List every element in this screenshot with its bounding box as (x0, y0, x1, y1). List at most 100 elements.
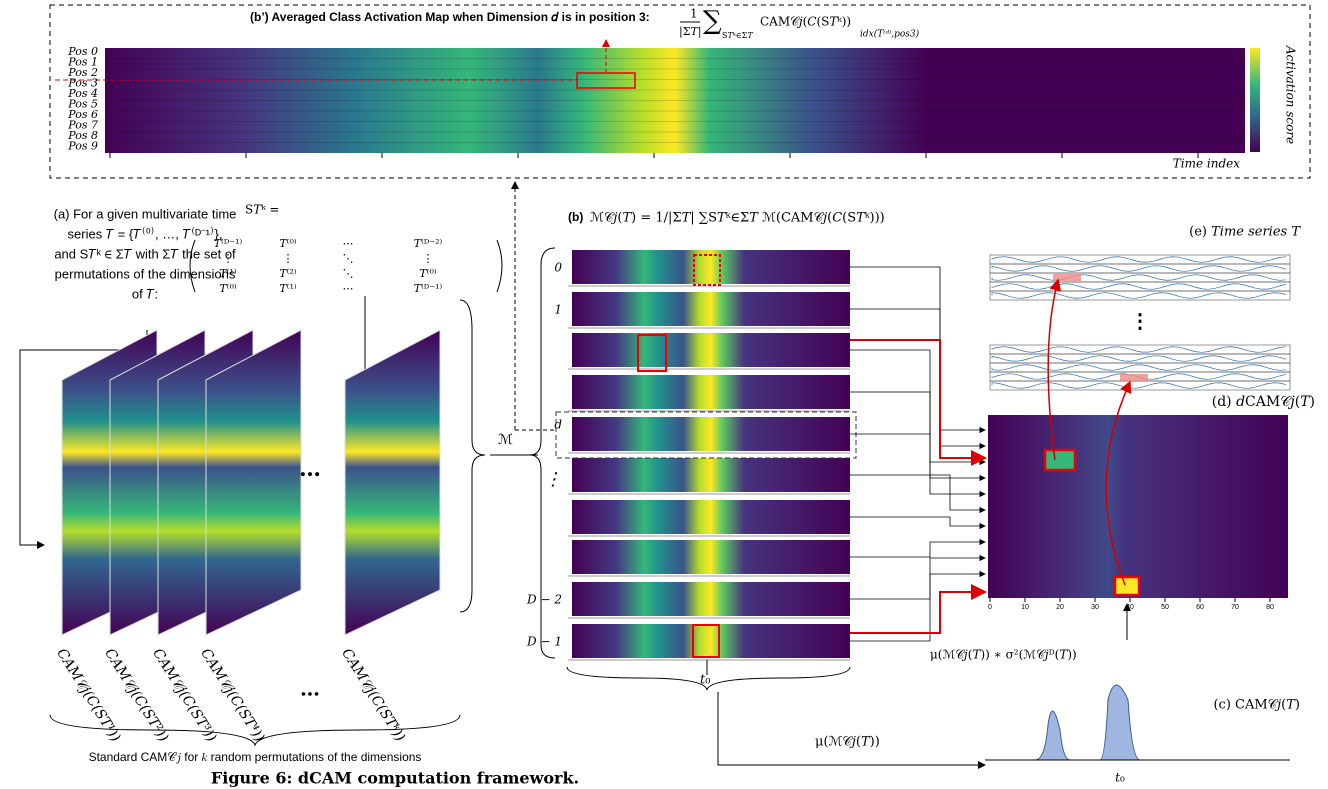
connector (850, 584, 987, 634)
matrix-bracket (189, 239, 503, 293)
formula: CAM𝒞𝑗(𝐶(S𝑇ᵏ)) (760, 15, 851, 29)
series-line (991, 283, 1287, 290)
connector (850, 433, 986, 498)
row-label: Pos 9 (67, 140, 98, 153)
description: (a) For a given multivariate time (54, 206, 237, 221)
connector (850, 570, 986, 642)
panel-title: (d) 𝑑CAM𝒞𝑗(𝑇) (1212, 394, 1315, 410)
x-tick-label: 50 (1161, 604, 1169, 611)
row-label: 0 (554, 261, 562, 275)
series-box (989, 290, 1291, 301)
footer-text: Standard CAM𝒞𝑗 for 𝑘 random permutations… (89, 750, 422, 764)
matrix-cell: ⋮ (283, 252, 294, 265)
row-label: ⋮ (544, 469, 562, 490)
matrix-cell: ⋱ (343, 252, 354, 265)
series-line (991, 364, 1287, 371)
connector (850, 538, 986, 558)
heatmap-row (572, 582, 850, 616)
heatmap-row (572, 540, 850, 574)
connector (850, 339, 987, 466)
series-line (991, 355, 1287, 362)
connector (850, 516, 986, 530)
highlight (693, 254, 721, 286)
series-box (989, 353, 1291, 364)
row-label: Pos 3 (67, 77, 98, 90)
axis-label: Time index (1173, 157, 1240, 171)
panel-title: (c) CAM𝒞𝑗(𝑇) (1213, 698, 1300, 713)
series-line (991, 382, 1287, 389)
series-box (989, 281, 1291, 292)
matrix-cell: 𝑇⁽¹⁾ (219, 267, 236, 280)
row-label: Pos 1 (67, 56, 98, 69)
description: series 𝑇 = {𝑇⁽⁰⁾, …, 𝑇⁽ᴰ⁻¹⁾}, (68, 226, 223, 241)
heatmap-row (572, 458, 850, 492)
description: of 𝑇: (132, 286, 158, 301)
matrix-cell: ⋱ (343, 267, 354, 280)
row-label: Pos 4 (67, 87, 98, 100)
formula: μ(ℳ𝒞𝑗(𝑇)) ∗ σ²(ℳ𝒞𝑗ᴰ(𝑇)) (930, 648, 1077, 662)
colorbar (1250, 48, 1260, 152)
heatmap-row (572, 624, 850, 658)
row-label: 𝐷 − 2 (526, 593, 562, 607)
connector (717, 692, 986, 769)
series-line (991, 292, 1287, 299)
brace (566, 666, 851, 691)
highlight (692, 624, 720, 658)
row-label: Pos 6 (67, 108, 98, 121)
panel-frame (49, 4, 1311, 179)
description: and S𝑇ᵏ ∈ Σ𝑇 with Σ𝑇 the set of (54, 246, 236, 261)
series-line (991, 256, 1287, 263)
connector (850, 349, 986, 466)
highlight (1120, 374, 1148, 381)
row-label: Pos 8 (67, 129, 98, 142)
t0: 𝑡₀ (1115, 771, 1125, 785)
heatmap-row (572, 292, 850, 326)
formula: ∑ (703, 6, 722, 36)
highlight (1113, 575, 1141, 597)
heatmap-row (572, 375, 850, 409)
connector (850, 391, 986, 482)
x-tick-label: 60 (1196, 604, 1204, 611)
matrix-cell: 𝑇⁽¹⁾ (279, 282, 296, 295)
matrix-cell: 𝑇⁽ᴰ⁻²⁾ (414, 237, 443, 250)
series-box (989, 263, 1291, 274)
x-tick-label: 80 (1266, 604, 1274, 611)
formula: μ(ℳ𝒞𝑗(𝑇)) (815, 735, 880, 750)
formula: ℳ𝒞𝑗(𝑇) = 1/|Σ𝑇| ∑S𝑇ᵏ∈Σ𝑇 ℳ(CAM𝒞𝑗(𝐶(S𝑇ᵏ))) (590, 211, 885, 226)
matrix-cell: 𝑇⁽⁰⁾ (219, 282, 236, 295)
connector (1105, 380, 1132, 586)
heatmap (988, 415, 1288, 598)
row-label: Pos 2 (67, 66, 98, 79)
x-tick-label: 10 (1021, 604, 1029, 611)
formula: idx(𝑇⁽ᵈ⁾,pos3) (860, 29, 920, 40)
highlight (555, 411, 857, 459)
matrix-label: S𝑇ᵏ = (245, 203, 279, 217)
series-box (989, 362, 1291, 373)
brace (459, 299, 486, 613)
series-line (991, 274, 1287, 281)
x-tick-label: 20 (1056, 604, 1064, 611)
caption: Figure 6: dCAM computation framework. (211, 769, 579, 788)
formula: 1 (690, 7, 698, 21)
x-tick-label: 30 (1091, 604, 1099, 611)
row-label: Pos 7 (67, 119, 98, 132)
description: permutations of the dimensions (55, 266, 236, 281)
matrix-cell: ⋮ (223, 252, 234, 265)
heatmap (105, 48, 1245, 153)
ellipsis: … (299, 456, 321, 482)
cam-frame (344, 329, 441, 636)
x-tick-label: 0 (988, 604, 992, 611)
panel-title: (b’) Averaged Class Activation Map when … (250, 10, 650, 24)
cam-frame (205, 329, 302, 636)
highlight (1043, 448, 1077, 472)
connector (850, 474, 986, 514)
matrix-cell: ⋯ (343, 282, 354, 295)
row-label: Pos 5 (67, 98, 98, 111)
matrix-cell: 𝑇⁽²⁾ (279, 267, 296, 280)
highlight (637, 334, 667, 372)
ellipsis: ⋮ (1130, 309, 1150, 333)
row-label: 𝐷 − 1 (526, 635, 562, 649)
row-label: Pos 0 (67, 45, 98, 58)
row-label: 𝑑 (554, 418, 562, 432)
